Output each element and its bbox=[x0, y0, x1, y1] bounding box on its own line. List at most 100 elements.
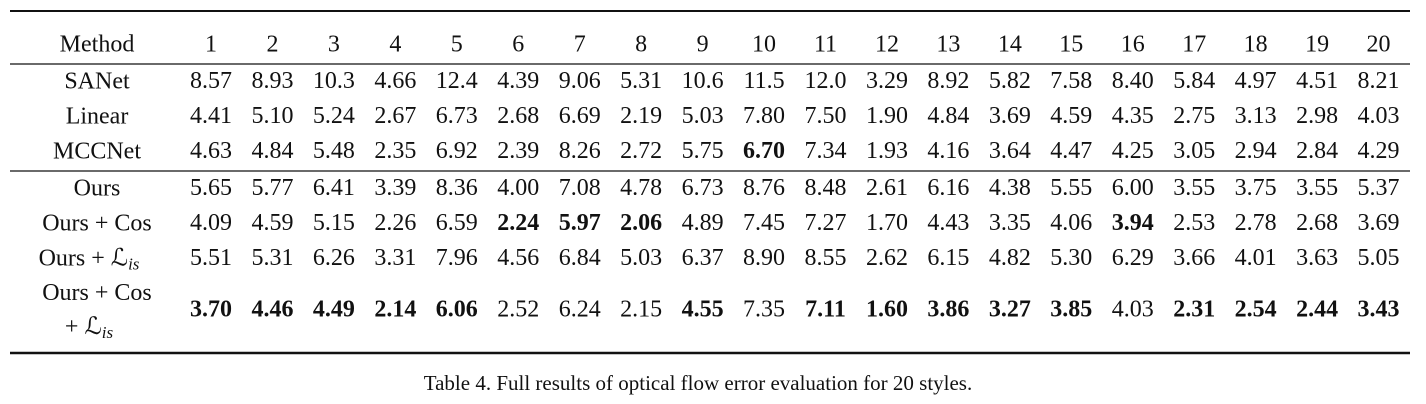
value-cell: 7.50 bbox=[805, 103, 847, 129]
value-cell: 3.31 bbox=[374, 245, 416, 271]
value-cell: 3.63 bbox=[1296, 245, 1338, 271]
value-cell: 2.75 bbox=[1173, 103, 1215, 129]
value-cell: 3.64 bbox=[989, 138, 1031, 164]
value-cell: 6.84 bbox=[559, 245, 601, 271]
value-cell: 5.55 bbox=[1050, 175, 1092, 201]
column-header: 17 bbox=[1182, 32, 1206, 58]
column-header: 7 bbox=[574, 32, 586, 58]
caption: Table 4. Full results of optical flow er… bbox=[424, 371, 972, 395]
value-cell: 4.66 bbox=[374, 68, 416, 94]
method-name: SANet bbox=[64, 68, 130, 94]
value-cell: 2.26 bbox=[374, 210, 416, 236]
value-cell: 2.44 bbox=[1296, 297, 1338, 323]
value-cell: 8.36 bbox=[436, 175, 478, 201]
value-cell: 8.76 bbox=[743, 175, 785, 201]
value-cell: 2.61 bbox=[866, 175, 908, 201]
value-cell: 6.00 bbox=[1112, 175, 1154, 201]
method-text: SANet bbox=[64, 68, 130, 94]
value-cell: 2.68 bbox=[497, 103, 539, 129]
value-cell: 2.68 bbox=[1296, 210, 1338, 236]
value-cell: 8.92 bbox=[927, 68, 969, 94]
value-cell: 3.13 bbox=[1235, 103, 1277, 129]
value-cell: 5.31 bbox=[620, 68, 662, 94]
column-header: 2 bbox=[266, 32, 278, 58]
value-cell: 6.41 bbox=[313, 175, 355, 201]
column-header: 12 bbox=[875, 32, 899, 58]
value-cell: 4.59 bbox=[251, 210, 293, 236]
value-cell: 8.48 bbox=[805, 175, 847, 201]
method-name: Ours bbox=[74, 175, 121, 201]
value-cell: 5.75 bbox=[682, 138, 724, 164]
value-cell: 4.56 bbox=[497, 245, 539, 271]
value-cell: 7.34 bbox=[805, 138, 847, 164]
value-cell: 4.03 bbox=[1358, 103, 1400, 129]
value-cell: 4.82 bbox=[989, 245, 1031, 271]
value-cell: 1.60 bbox=[866, 297, 908, 323]
value-cell: 3.86 bbox=[927, 297, 969, 323]
method-name: Ours + Cos bbox=[42, 210, 152, 236]
value-cell: 7.58 bbox=[1050, 68, 1092, 94]
value-cell: 5.97 bbox=[559, 210, 601, 236]
value-cell: 7.45 bbox=[743, 210, 785, 236]
column-header: 4 bbox=[389, 32, 401, 58]
value-cell: 5.30 bbox=[1050, 245, 1092, 271]
value-cell: 8.55 bbox=[805, 245, 847, 271]
value-cell: 2.78 bbox=[1235, 210, 1277, 236]
method-text: Ours + Cos bbox=[42, 280, 152, 306]
value-cell: 8.21 bbox=[1358, 68, 1400, 94]
column-header: 8 bbox=[635, 32, 647, 58]
value-cell: 2.14 bbox=[374, 297, 416, 323]
value-cell: 4.00 bbox=[497, 175, 539, 201]
value-cell: 4.41 bbox=[190, 103, 232, 129]
value-cell: 5.82 bbox=[989, 68, 1031, 94]
value-cell: 6.29 bbox=[1112, 245, 1154, 271]
value-cell: 3.69 bbox=[1358, 210, 1400, 236]
method-text: + ℒ bbox=[65, 314, 102, 340]
value-cell: 2.98 bbox=[1296, 103, 1338, 129]
value-cell: 2.52 bbox=[497, 297, 539, 323]
value-cell: 5.15 bbox=[313, 210, 355, 236]
value-cell: 7.96 bbox=[436, 245, 478, 271]
column-header: Method bbox=[60, 32, 135, 58]
value-cell: 3.55 bbox=[1296, 175, 1338, 201]
value-cell: 6.16 bbox=[927, 175, 969, 201]
value-cell: 7.11 bbox=[805, 297, 846, 323]
value-cell: 4.59 bbox=[1050, 103, 1092, 129]
value-cell: 2.19 bbox=[620, 103, 662, 129]
value-cell: 3.05 bbox=[1173, 138, 1215, 164]
value-cell: 10.6 bbox=[682, 68, 724, 94]
value-cell: 9.06 bbox=[559, 68, 601, 94]
column-header: 10 bbox=[752, 32, 776, 58]
value-cell: 5.03 bbox=[620, 245, 662, 271]
method-text: Ours + ℒ bbox=[39, 245, 128, 271]
value-cell: 12.4 bbox=[436, 68, 478, 94]
value-cell: 2.84 bbox=[1296, 138, 1338, 164]
value-cell: 6.26 bbox=[313, 245, 355, 271]
value-cell: 7.08 bbox=[559, 175, 601, 201]
value-cell: 3.85 bbox=[1050, 297, 1092, 323]
column-header: 9 bbox=[697, 32, 709, 58]
column-header: 19 bbox=[1305, 32, 1329, 58]
value-cell: 4.51 bbox=[1296, 68, 1338, 94]
value-cell: 4.97 bbox=[1235, 68, 1277, 94]
value-cell: 4.84 bbox=[251, 138, 293, 164]
value-cell: 7.35 bbox=[743, 297, 785, 323]
value-cell: 4.46 bbox=[251, 297, 293, 323]
value-cell: 4.01 bbox=[1235, 245, 1277, 271]
value-cell: 2.67 bbox=[374, 103, 416, 129]
value-cell: 1.70 bbox=[866, 210, 908, 236]
column-header: 11 bbox=[814, 32, 837, 58]
value-cell: 6.59 bbox=[436, 210, 478, 236]
value-cell: 10.3 bbox=[313, 68, 355, 94]
method-text: MCCNet bbox=[53, 138, 141, 164]
column-header: 6 bbox=[512, 32, 524, 58]
method-name: + ℒis bbox=[65, 314, 114, 342]
value-cell: 3.55 bbox=[1173, 175, 1215, 201]
value-cell: 4.38 bbox=[989, 175, 1031, 201]
value-cell: 7.80 bbox=[743, 103, 785, 129]
value-cell: 8.57 bbox=[190, 68, 232, 94]
value-cell: 6.24 bbox=[559, 297, 601, 323]
method-subscript: is bbox=[128, 254, 140, 273]
value-cell: 4.55 bbox=[682, 297, 724, 323]
